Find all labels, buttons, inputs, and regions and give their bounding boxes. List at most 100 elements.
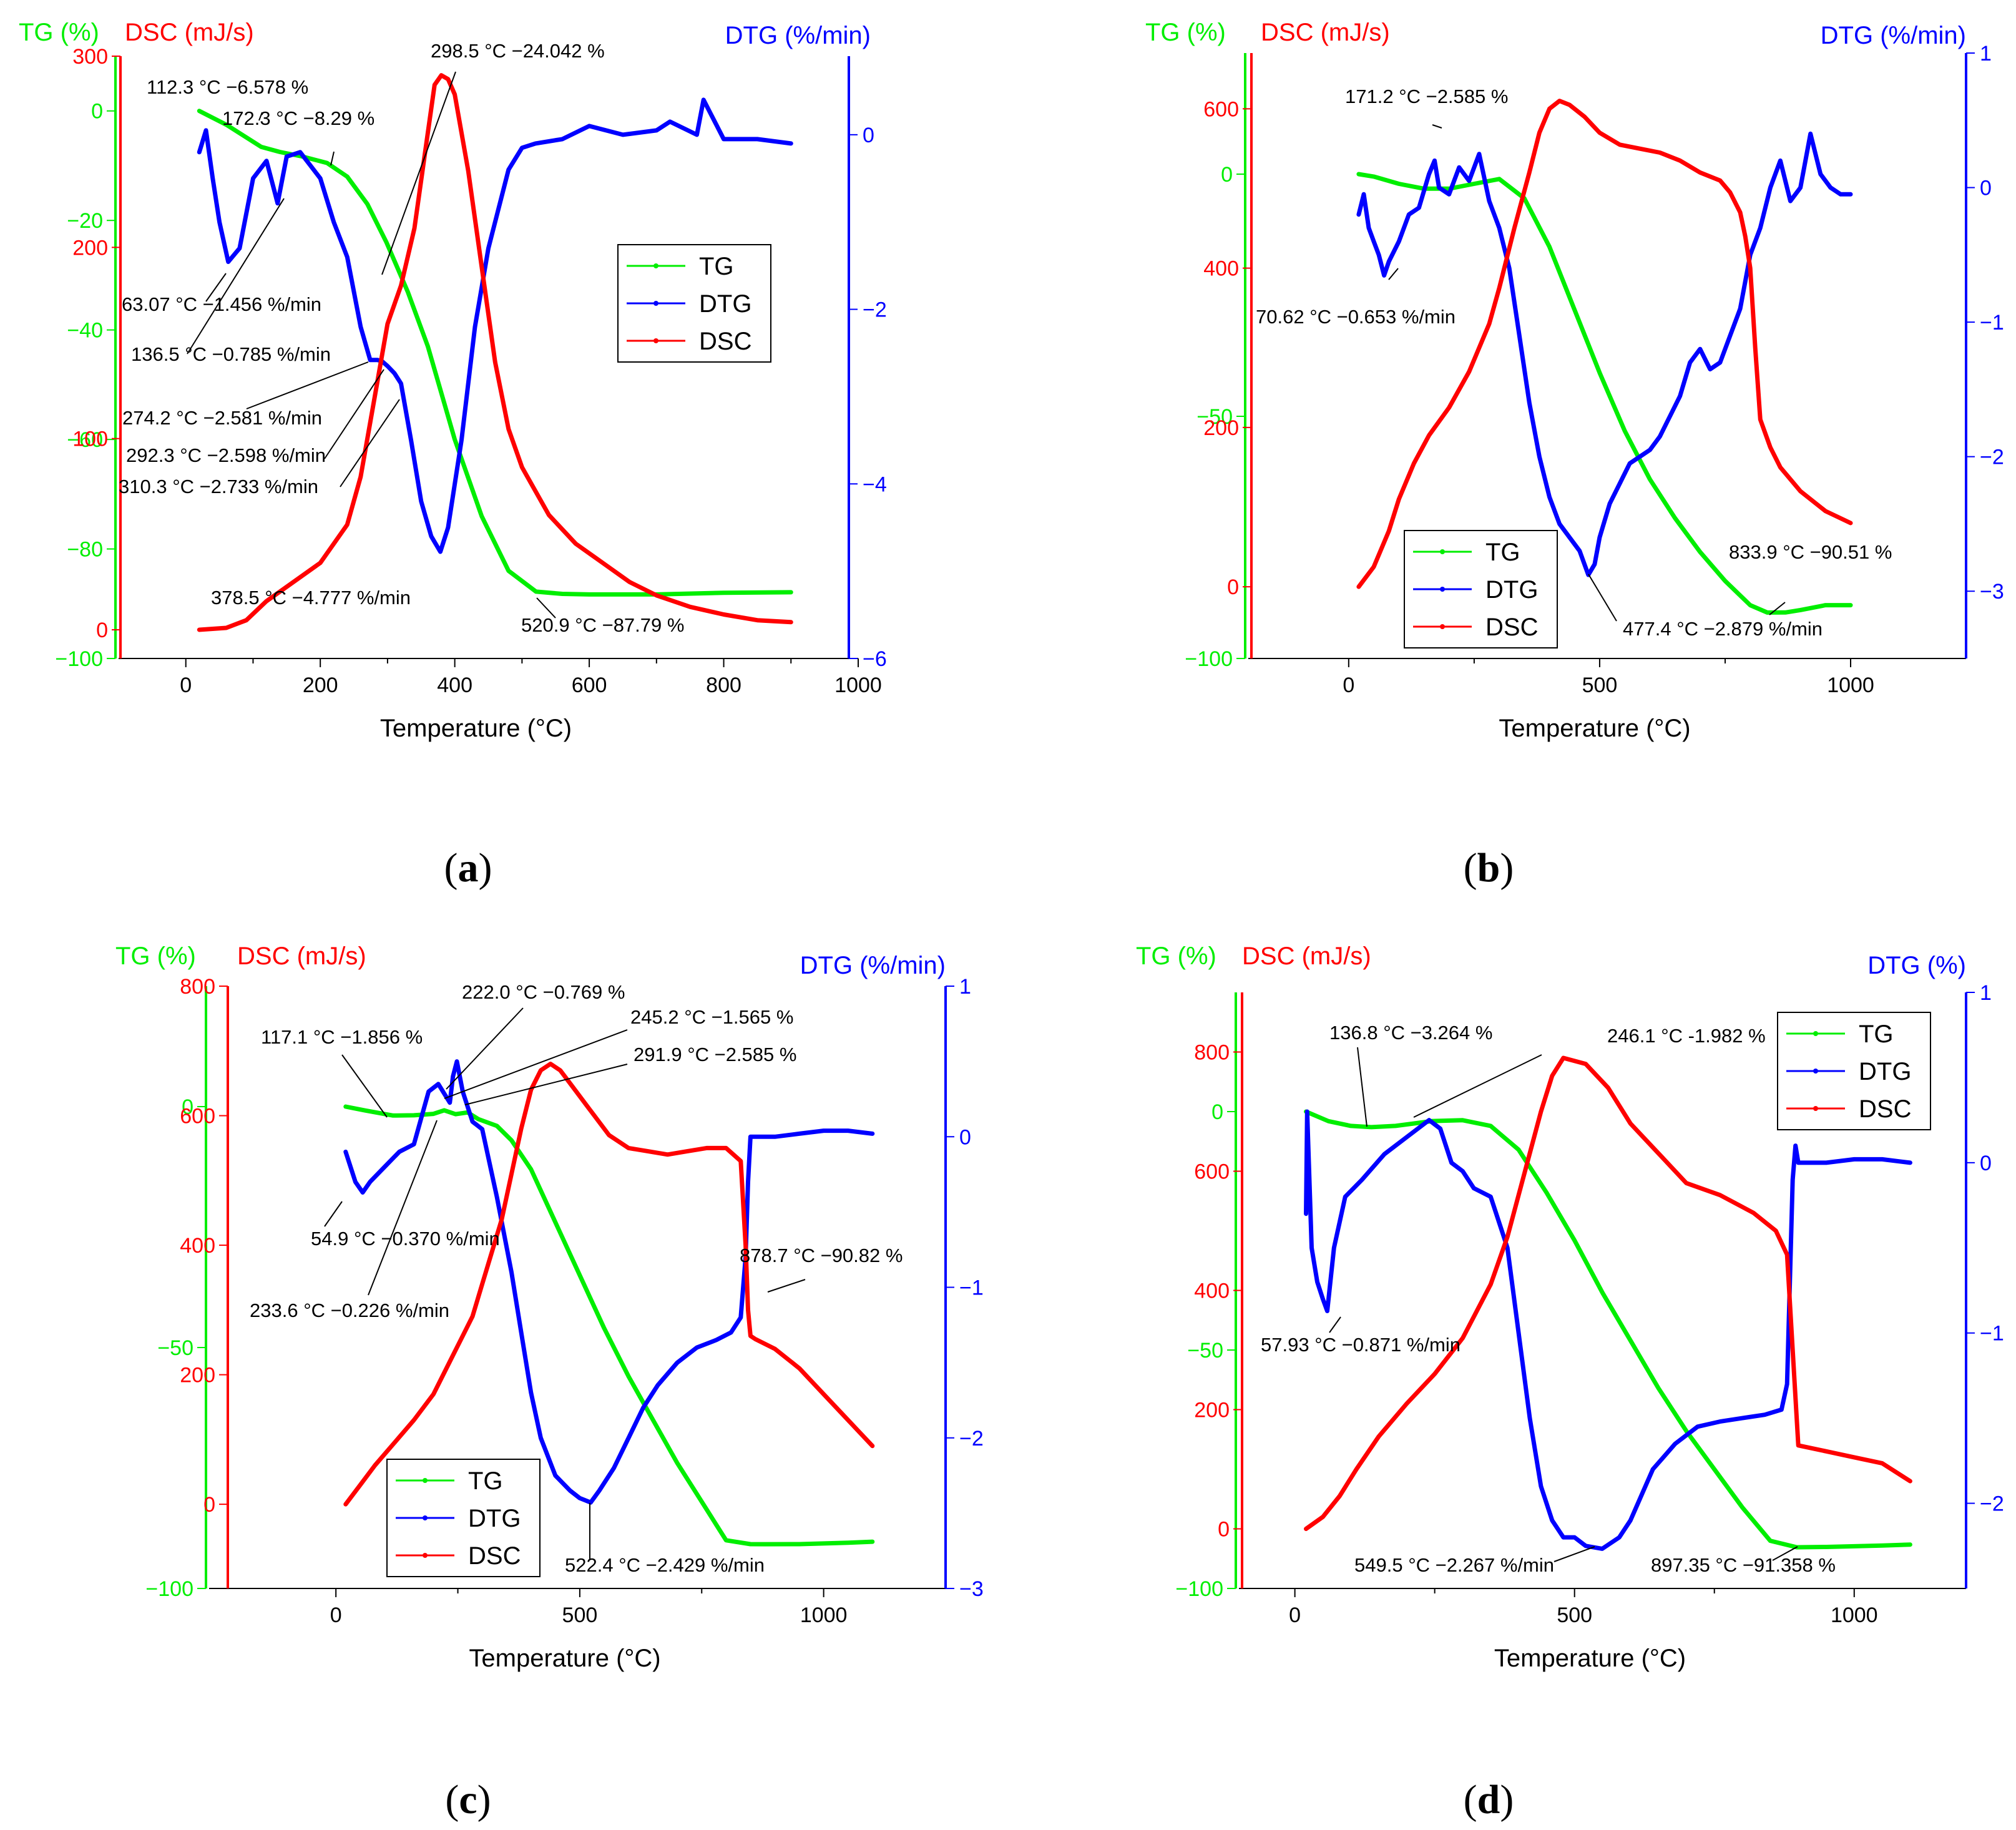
series-tg-line-b <box>1356 172 1853 615</box>
x-tick-label-c: 1000 <box>800 1603 848 1627</box>
annotation-leader-a <box>340 399 400 487</box>
annotation-leader-c <box>464 1064 628 1105</box>
annotation-leader-c <box>368 1120 438 1296</box>
annotation-label-a: 298.5 °C −24.042 % <box>431 40 605 62</box>
panel-d: 0 500 1000 Temperature (°C) 0 −50 −100 0 200 400 6… <box>1136 942 2004 1823</box>
annotation-label-d: 897.35 °C −91.358 % <box>1651 1554 1836 1576</box>
dsc-tick-label-c: 400 <box>180 1234 215 1258</box>
legend-label-dsc-c: DSC <box>468 1542 521 1570</box>
panel-label-d: (d) <box>1464 1777 1514 1823</box>
dsc-tick-label-a: 200 <box>72 236 108 260</box>
legend-marker-tg-c <box>423 1478 428 1483</box>
dsc-tick-label-b: 0 <box>1227 575 1239 599</box>
dsc-tick-label-b: 400 <box>1203 257 1239 281</box>
series-dtg-line-c <box>343 1059 875 1505</box>
series-dsc-line-c <box>343 1062 875 1507</box>
dtg-tick-label-d: 0 <box>1980 1152 1992 1175</box>
panel-b: 0 500 1000 Temperature (°C) 0 −50 −100 0 200 400 6… <box>1145 19 2004 891</box>
annotation-leader-c <box>444 1029 628 1099</box>
dtg-tick-label-c: 0 <box>959 1125 971 1149</box>
panel-label-a: (a) <box>444 845 492 891</box>
tg-tick-label-d: 0 <box>1211 1100 1223 1124</box>
annotation-label-c: 245.2 °C −1.565 % <box>630 1006 793 1028</box>
x-tick-label-c: 500 <box>562 1603 598 1627</box>
dsc-tick-label-d: 600 <box>1194 1160 1230 1184</box>
x-tick-label-d: 500 <box>1557 1603 1592 1627</box>
annotation-label-a: 274.2 °C −2.581 %/min <box>122 407 322 429</box>
dtg-tick-label-b: 0 <box>1980 177 1992 200</box>
annotation-label-a: 112.3 °C −6.578 % <box>147 76 308 98</box>
dtg-axis-title-a: DTG (%/min) <box>725 22 871 49</box>
annotation-label-b: 171.2 °C −2.585 % <box>1345 86 1508 107</box>
tg-axis-title-d: TG (%) <box>1136 942 1216 970</box>
tg-axis-title-c: TG (%) <box>115 942 196 970</box>
series-tg-line-c <box>343 1104 875 1547</box>
x-axis-title-b: Temperature (°C) <box>1499 715 1690 742</box>
annotation-leader-a <box>205 273 227 302</box>
dsc-tick-label-c: 600 <box>180 1105 215 1128</box>
tg-tick-label-d: −50 <box>1187 1339 1223 1363</box>
series-tg-line-a <box>197 109 793 597</box>
x-tick-label-a: 1000 <box>834 673 882 697</box>
annotation-leader-b <box>1432 124 1442 129</box>
dsc-axis-title-d: DSC (mJ/s) <box>1242 942 1371 970</box>
dsc-tick-label-d: 200 <box>1194 1399 1230 1422</box>
dtg-tick-label-a: −6 <box>863 647 887 671</box>
annotation-label-b: 477.4 °C −2.879 %/min <box>1623 618 1823 640</box>
legend-label-tg-a: TG <box>699 253 734 280</box>
tg-axis-title-b: TG (%) <box>1145 19 1226 46</box>
annotation-leader-a <box>381 71 456 275</box>
annotation-label-c: 117.1 °C −1.856 % <box>261 1026 423 1048</box>
annotation-label-d: 246.1 °C -1.982 % <box>1607 1025 1766 1047</box>
dsc-axis-title-b: DSC (mJ/s) <box>1261 19 1390 46</box>
tg-tick-label-b: −100 <box>1185 647 1233 671</box>
legend-marker-tg-d <box>1813 1031 1818 1036</box>
tg-tick-label-b: 0 <box>1221 163 1233 187</box>
annotation-leader-d <box>1554 1546 1595 1562</box>
dsc-tick-label-a: 300 <box>72 45 108 69</box>
tg-tick-label-a: −100 <box>55 647 103 671</box>
annotation-leader-d <box>1329 1316 1341 1333</box>
annotation-label-c: 291.9 °C −2.585 % <box>634 1044 796 1065</box>
legend-marker-tg-b <box>1440 549 1445 554</box>
dtg-axis-title-d: DTG (%) <box>1867 952 1966 979</box>
tg-tick-label-a: 0 <box>91 100 103 124</box>
x-tick-label-b: 0 <box>1343 673 1354 697</box>
x-tick-label-c: 0 <box>330 1603 342 1627</box>
series-dsc-line-a <box>197 73 793 632</box>
annotation-leader-d <box>1772 1546 1798 1561</box>
legend-label-tg-b: TG <box>1485 539 1520 566</box>
annotation-label-b: 70.62 °C −0.653 %/min <box>1256 306 1456 328</box>
legend-marker-dsc-c <box>423 1553 428 1558</box>
annotation-leader-c <box>341 1054 388 1118</box>
annotation-label-c: 878.7 °C −90.82 % <box>740 1245 903 1266</box>
dsc-tick-label-c: 0 <box>203 1493 215 1517</box>
legend-marker-dtg-c <box>423 1515 428 1520</box>
annotation-label-c: 54.9 °C −0.370 %/min <box>311 1228 500 1250</box>
legend-label-dtg-a: DTG <box>699 290 751 318</box>
dtg-tick-label-c: −3 <box>959 1577 984 1601</box>
series-dsc-line-b <box>1356 99 1853 589</box>
panel-c: 0 500 1000 Temperature (°C) 0 −50 −100 0 200 400 6… <box>115 942 984 1823</box>
x-tick-label-a: 200 <box>303 673 338 697</box>
dsc-tick-label-c: 200 <box>180 1364 215 1387</box>
dtg-tick-label-c: −2 <box>959 1427 984 1451</box>
annotation-leader-c <box>324 1201 343 1227</box>
dtg-tick-label-b: −3 <box>1980 580 2004 604</box>
tg-tick-label-d: −100 <box>1175 1577 1223 1601</box>
series-dsc-line-d <box>1304 1055 1912 1531</box>
dsc-tick-label-c: 800 <box>180 975 215 999</box>
x-tick-label-b: 500 <box>1582 673 1618 697</box>
tg-tick-label-c: 0 <box>182 1095 193 1119</box>
annotation-label-a: 378.5 °C −4.777 %/min <box>211 587 411 609</box>
annotation-leader-c <box>446 1007 524 1090</box>
dtg-tick-label-d: −1 <box>1980 1322 2004 1346</box>
annotation-label-c: 522.4 °C −2.429 %/min <box>565 1554 765 1576</box>
tg-axis-title-a: TG (%) <box>19 19 99 46</box>
annotation-leader-a <box>536 597 556 619</box>
plot-area-b: 0 500 1000 Temperature (°C) 0 −50 −100 0 200 400 6… <box>1145 19 2004 742</box>
dtg-tick-label-c: 1 <box>959 975 971 999</box>
x-axis-title-a: Temperature (°C) <box>380 715 572 742</box>
